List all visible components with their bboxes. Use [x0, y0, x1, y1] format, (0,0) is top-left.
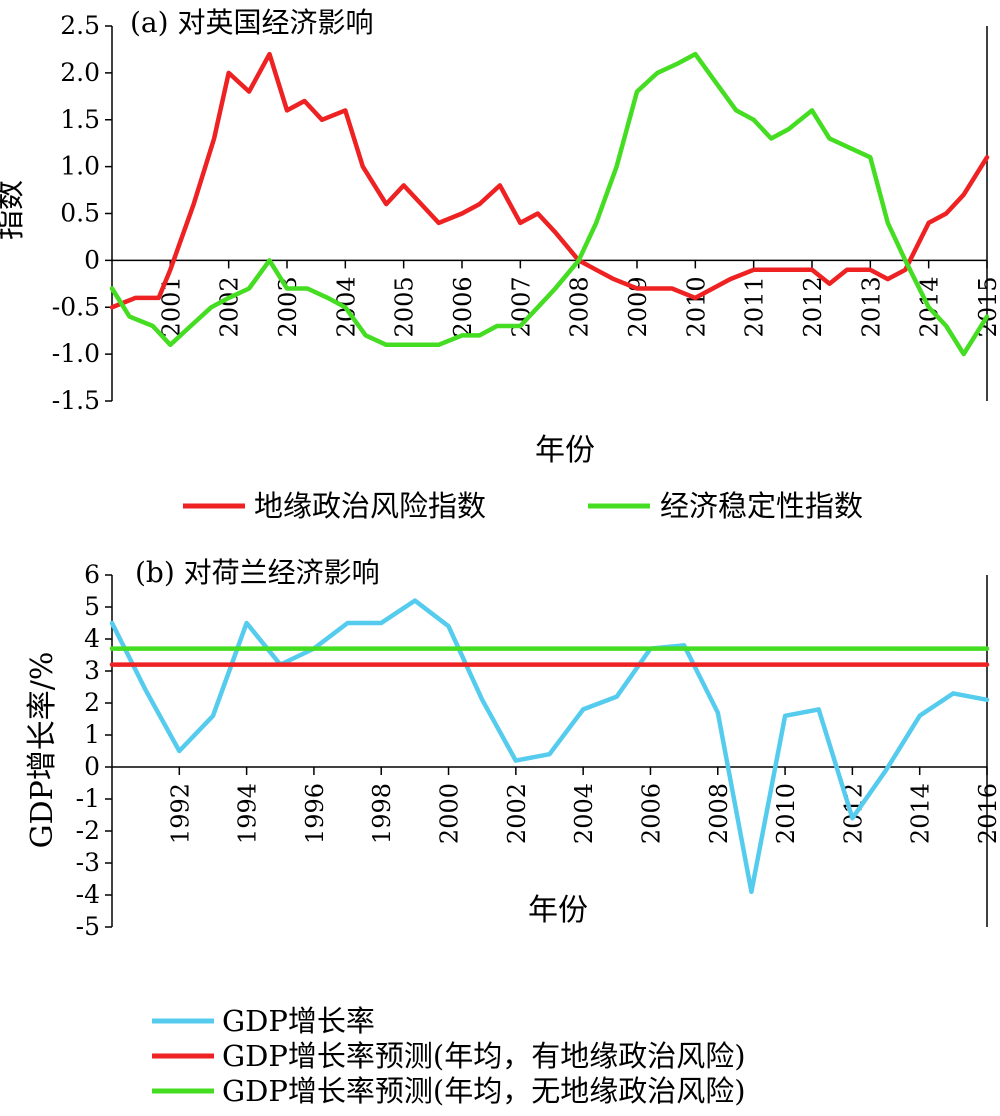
legend-label-geopolitical-risk: 地缘政治风险指数 [254, 489, 486, 523]
panel-a-axes [111, 26, 988, 401]
y-tick-label: -1 [76, 784, 100, 813]
panel-a-y-ticks: 2.5 2.0 1.5 1.0 0.5 0 -0.5 -1.0 -1.5 [52, 11, 112, 415]
y-tick-label: -0.5 [52, 292, 100, 321]
panel-a-legend: 地缘政治风险指数 经济稳定性指数 [183, 489, 863, 523]
x-tick-label: 2016 [974, 783, 1000, 844]
legend-label-gdp-growth: GDP增长率 [222, 1004, 375, 1038]
panel-a-series [109, 51, 990, 357]
y-tick-label: 0 [84, 752, 100, 781]
x-tick-label: 2010 [682, 276, 710, 337]
y-tick-label: 0 [84, 245, 100, 274]
y-tick-label: 1 [84, 720, 100, 749]
panel-b-x-axis-label: 年份 [528, 893, 588, 928]
x-tick-label: 2006 [449, 276, 477, 337]
x-tick-label: 2008 [705, 783, 733, 844]
panel-b-series [109, 598, 990, 895]
y-tick-label: 0.5 [60, 199, 100, 228]
x-tick-label: 2012 [799, 276, 827, 337]
x-tick-label: 2003 [274, 276, 302, 337]
y-tick-label: -5 [76, 912, 100, 941]
series-line-0 [109, 598, 990, 895]
y-tick-label: -4 [76, 880, 100, 909]
x-tick-label: 2002 [216, 276, 244, 337]
y-tick-label: -1.0 [52, 339, 100, 368]
y-tick-label: 6 [84, 560, 100, 589]
x-tick-label: 2011 [741, 276, 769, 337]
x-tick-label: 1996 [301, 783, 329, 844]
x-tick-label: 2014 [907, 783, 935, 844]
panel-a-x-axis-label: 年份 [535, 433, 595, 468]
y-tick-label: 4 [84, 624, 100, 653]
y-tick-label: 1.0 [60, 152, 100, 181]
y-tick-label: -1.5 [52, 386, 100, 415]
x-tick-label: 1992 [166, 783, 194, 844]
legend-label-forecast-without-risk: GDP增长率预测(年均，无地缘政治风险) [222, 1074, 746, 1108]
x-tick-label: 1994 [234, 783, 262, 844]
x-tick-label: 2006 [637, 783, 665, 844]
y-tick-label: -3 [76, 848, 100, 877]
legend-label-economic-stability: 经济稳定性指数 [660, 489, 863, 523]
y-tick-label: -2 [76, 816, 100, 845]
x-tick-label: 2000 [436, 783, 464, 844]
x-tick-label: 2007 [507, 276, 535, 337]
panel-b-axes [111, 575, 988, 927]
panel-a-y-axis-label: 指数 [0, 180, 28, 240]
panel-b-title: (b) 对荷兰经济影响 [135, 556, 380, 589]
panel-b-legend: GDP增长率 GDP增长率预测(年均，有地缘政治风险) GDP增长率预测(年均，… [152, 1004, 746, 1108]
x-tick-label: 2005 [391, 276, 419, 337]
y-tick-label: 2.5 [60, 11, 100, 40]
x-tick-label: 1998 [368, 783, 396, 844]
y-tick-label: 3 [84, 656, 100, 685]
y-tick-label: 2 [84, 688, 100, 717]
x-tick-label: 2008 [566, 276, 594, 337]
x-tick-label: 2002 [503, 783, 531, 844]
panel-b-y-ticks: 6 5 4 3 2 1 0 -1 -2 -3 -4 -5 [76, 560, 112, 941]
panel-a-uk-chart: (a) 对英国经济影响 指数 年份 2.5 2.0 1.5 1.0 0.5 0 -0.5 -1… [0, 6, 1000, 523]
x-tick-label: 2004 [570, 783, 598, 844]
series-line-1 [109, 51, 990, 357]
series-line-0 [109, 51, 990, 310]
y-tick-label: 1.5 [60, 105, 100, 134]
panel-b-x-ticks: 1992 1994 1996 1998 2000 2002 2004 2006 2008 2010… [166, 767, 1000, 844]
panel-a-title: (a) 对英国经济影响 [130, 6, 373, 39]
legend-label-forecast-with-risk: GDP增长率预测(年均，有地缘政治风险) [222, 1039, 746, 1073]
panel-b-netherlands-chart: (b) 对荷兰经济影响 GDP增长率/% 年份 6 5 4 3 2 1 0 -1 -2 -3 -4 -… [25, 556, 1000, 1108]
panel-b-y-axis-label: GDP增长率/% [25, 652, 60, 849]
x-tick-label: 2010 [772, 783, 800, 844]
y-tick-label: 5 [84, 592, 100, 621]
y-tick-label: 2.0 [60, 58, 100, 87]
x-tick-label: 2013 [857, 276, 885, 337]
